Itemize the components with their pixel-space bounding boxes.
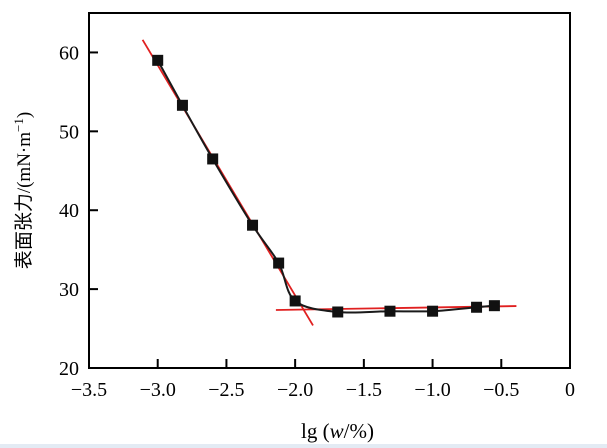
x-axis-label-suffix: /%) [344,419,374,443]
x-tick-label: −3.0 [140,379,176,401]
data-point-marker [384,305,396,317]
x-tick-label: −1.0 [414,379,450,401]
window-bottom-strip [0,444,607,448]
data-point-marker [152,54,164,66]
x-tick-label: −1.5 [346,379,382,401]
data-point-marker [176,99,188,111]
x-tick-label: −0.5 [483,379,519,401]
y-tick-label: 40 [59,200,79,222]
fit-line-descending-tangent [141,39,314,326]
data-curve [156,59,495,314]
y-tick-label: 60 [59,42,79,64]
y-axis-label-superscript: −1 [11,118,26,132]
data-point-marker [488,300,500,312]
data-point-marker [471,301,483,313]
data-point-marker [289,295,301,307]
plot-frame [88,12,571,369]
y-axis-label-close: ) [14,112,35,118]
x-axis-label-symbol: w [330,419,344,443]
y-tick-label: 20 [59,358,79,380]
x-tick-label: −2.5 [208,379,244,401]
data-point-marker [273,257,285,269]
data-point-marker [427,305,439,317]
x-tick-label: −2.0 [277,379,313,401]
data-point-marker [332,306,344,318]
data-point-marker [207,153,219,165]
x-axis-label-prefix: lg ( [301,419,330,443]
y-tick-label: 30 [59,279,79,301]
x-tick-label: −3.5 [71,379,107,401]
x-axis-label: lg (w/%) [301,419,374,443]
x-tick-label: 0 [565,379,575,401]
y-tick-label: 50 [59,121,79,143]
y-axis-label: 表面张力/(mN·m−1) [11,112,35,269]
data-point-marker [247,219,259,231]
y-axis-label-main: 表面张力/(mN·m [13,132,35,269]
